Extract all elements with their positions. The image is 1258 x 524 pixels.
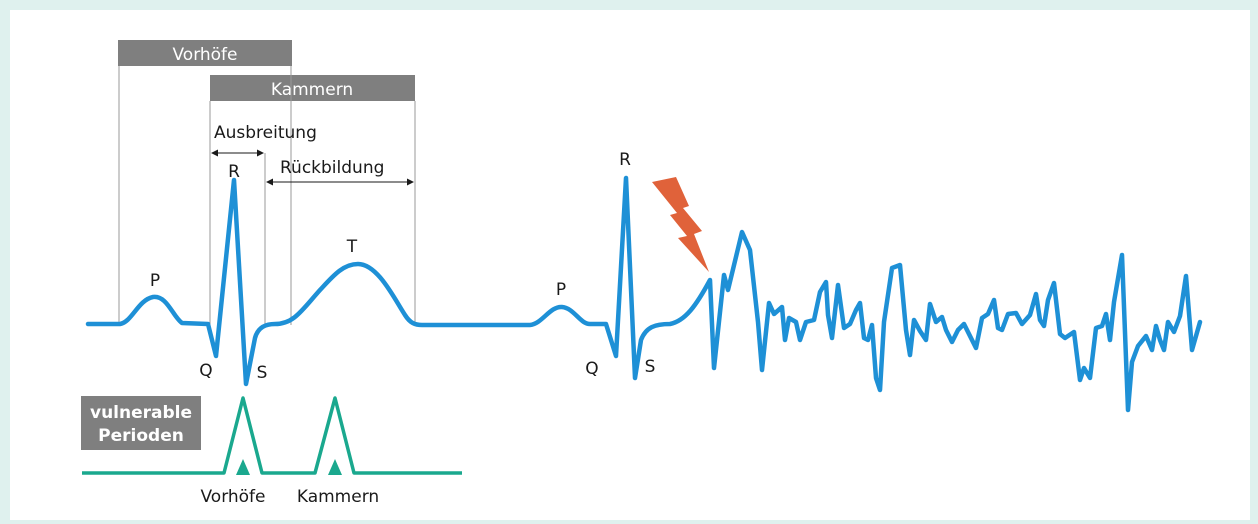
beat2-p-label: P xyxy=(556,280,566,300)
beat1-p-label: P xyxy=(150,271,160,291)
beat1-q-label: Q xyxy=(199,361,212,381)
ecg-trace xyxy=(85,175,1203,413)
beat2-q-label: Q xyxy=(585,359,598,379)
ecg-diagram: Vorhöfe Kammern Ausbreitung Rückbildung … xyxy=(10,10,1250,520)
ventricles-header-box xyxy=(210,75,415,101)
vulnerable-periods-line1: vulnerable xyxy=(90,403,192,423)
recovery-arrow xyxy=(266,178,414,186)
lightning-bolt-icon xyxy=(652,177,709,272)
spread-label: Ausbreitung xyxy=(214,123,317,143)
vulnerable-periods-trace xyxy=(82,396,462,475)
spread-arrow xyxy=(211,149,264,157)
beat1-t-label: T xyxy=(346,237,358,257)
atria-header-box xyxy=(118,40,292,66)
beat1-r-label: R xyxy=(228,162,240,182)
beat2-r-label: R xyxy=(619,150,631,170)
interval-brackets xyxy=(118,66,416,325)
beat1-s-label: S xyxy=(257,363,268,383)
ventricles-header-label: Kammern xyxy=(271,80,353,100)
vulnerable-periods-line2: Perioden xyxy=(98,426,184,446)
beat2-s-label: S xyxy=(645,357,656,377)
atria-header-label: Vorhöfe xyxy=(172,45,237,65)
recovery-label: Rückbildung xyxy=(280,158,384,178)
atria-vulnerable-marker-icon xyxy=(236,459,250,475)
vulnerable-atria-label: Vorhöfe xyxy=(200,487,265,507)
ventricles-vulnerable-marker-icon xyxy=(328,459,342,475)
vulnerable-ventricles-label: Kammern xyxy=(297,487,379,507)
vulnerable-periods-box xyxy=(81,396,201,450)
ecg-figure: Vorhöfe Kammern Ausbreitung Rückbildung … xyxy=(81,40,1203,507)
